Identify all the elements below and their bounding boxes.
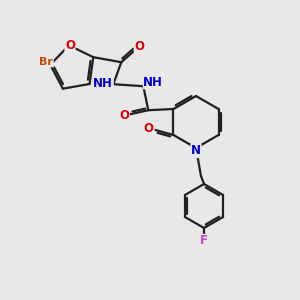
Text: N: N <box>191 145 201 158</box>
Text: NH: NH <box>143 76 163 89</box>
Text: NH: NH <box>93 77 113 90</box>
Text: O: O <box>65 39 75 52</box>
Text: O: O <box>143 122 154 134</box>
Text: O: O <box>134 40 144 53</box>
Text: Br: Br <box>39 57 53 67</box>
Text: O: O <box>119 109 129 122</box>
Text: F: F <box>200 235 208 248</box>
